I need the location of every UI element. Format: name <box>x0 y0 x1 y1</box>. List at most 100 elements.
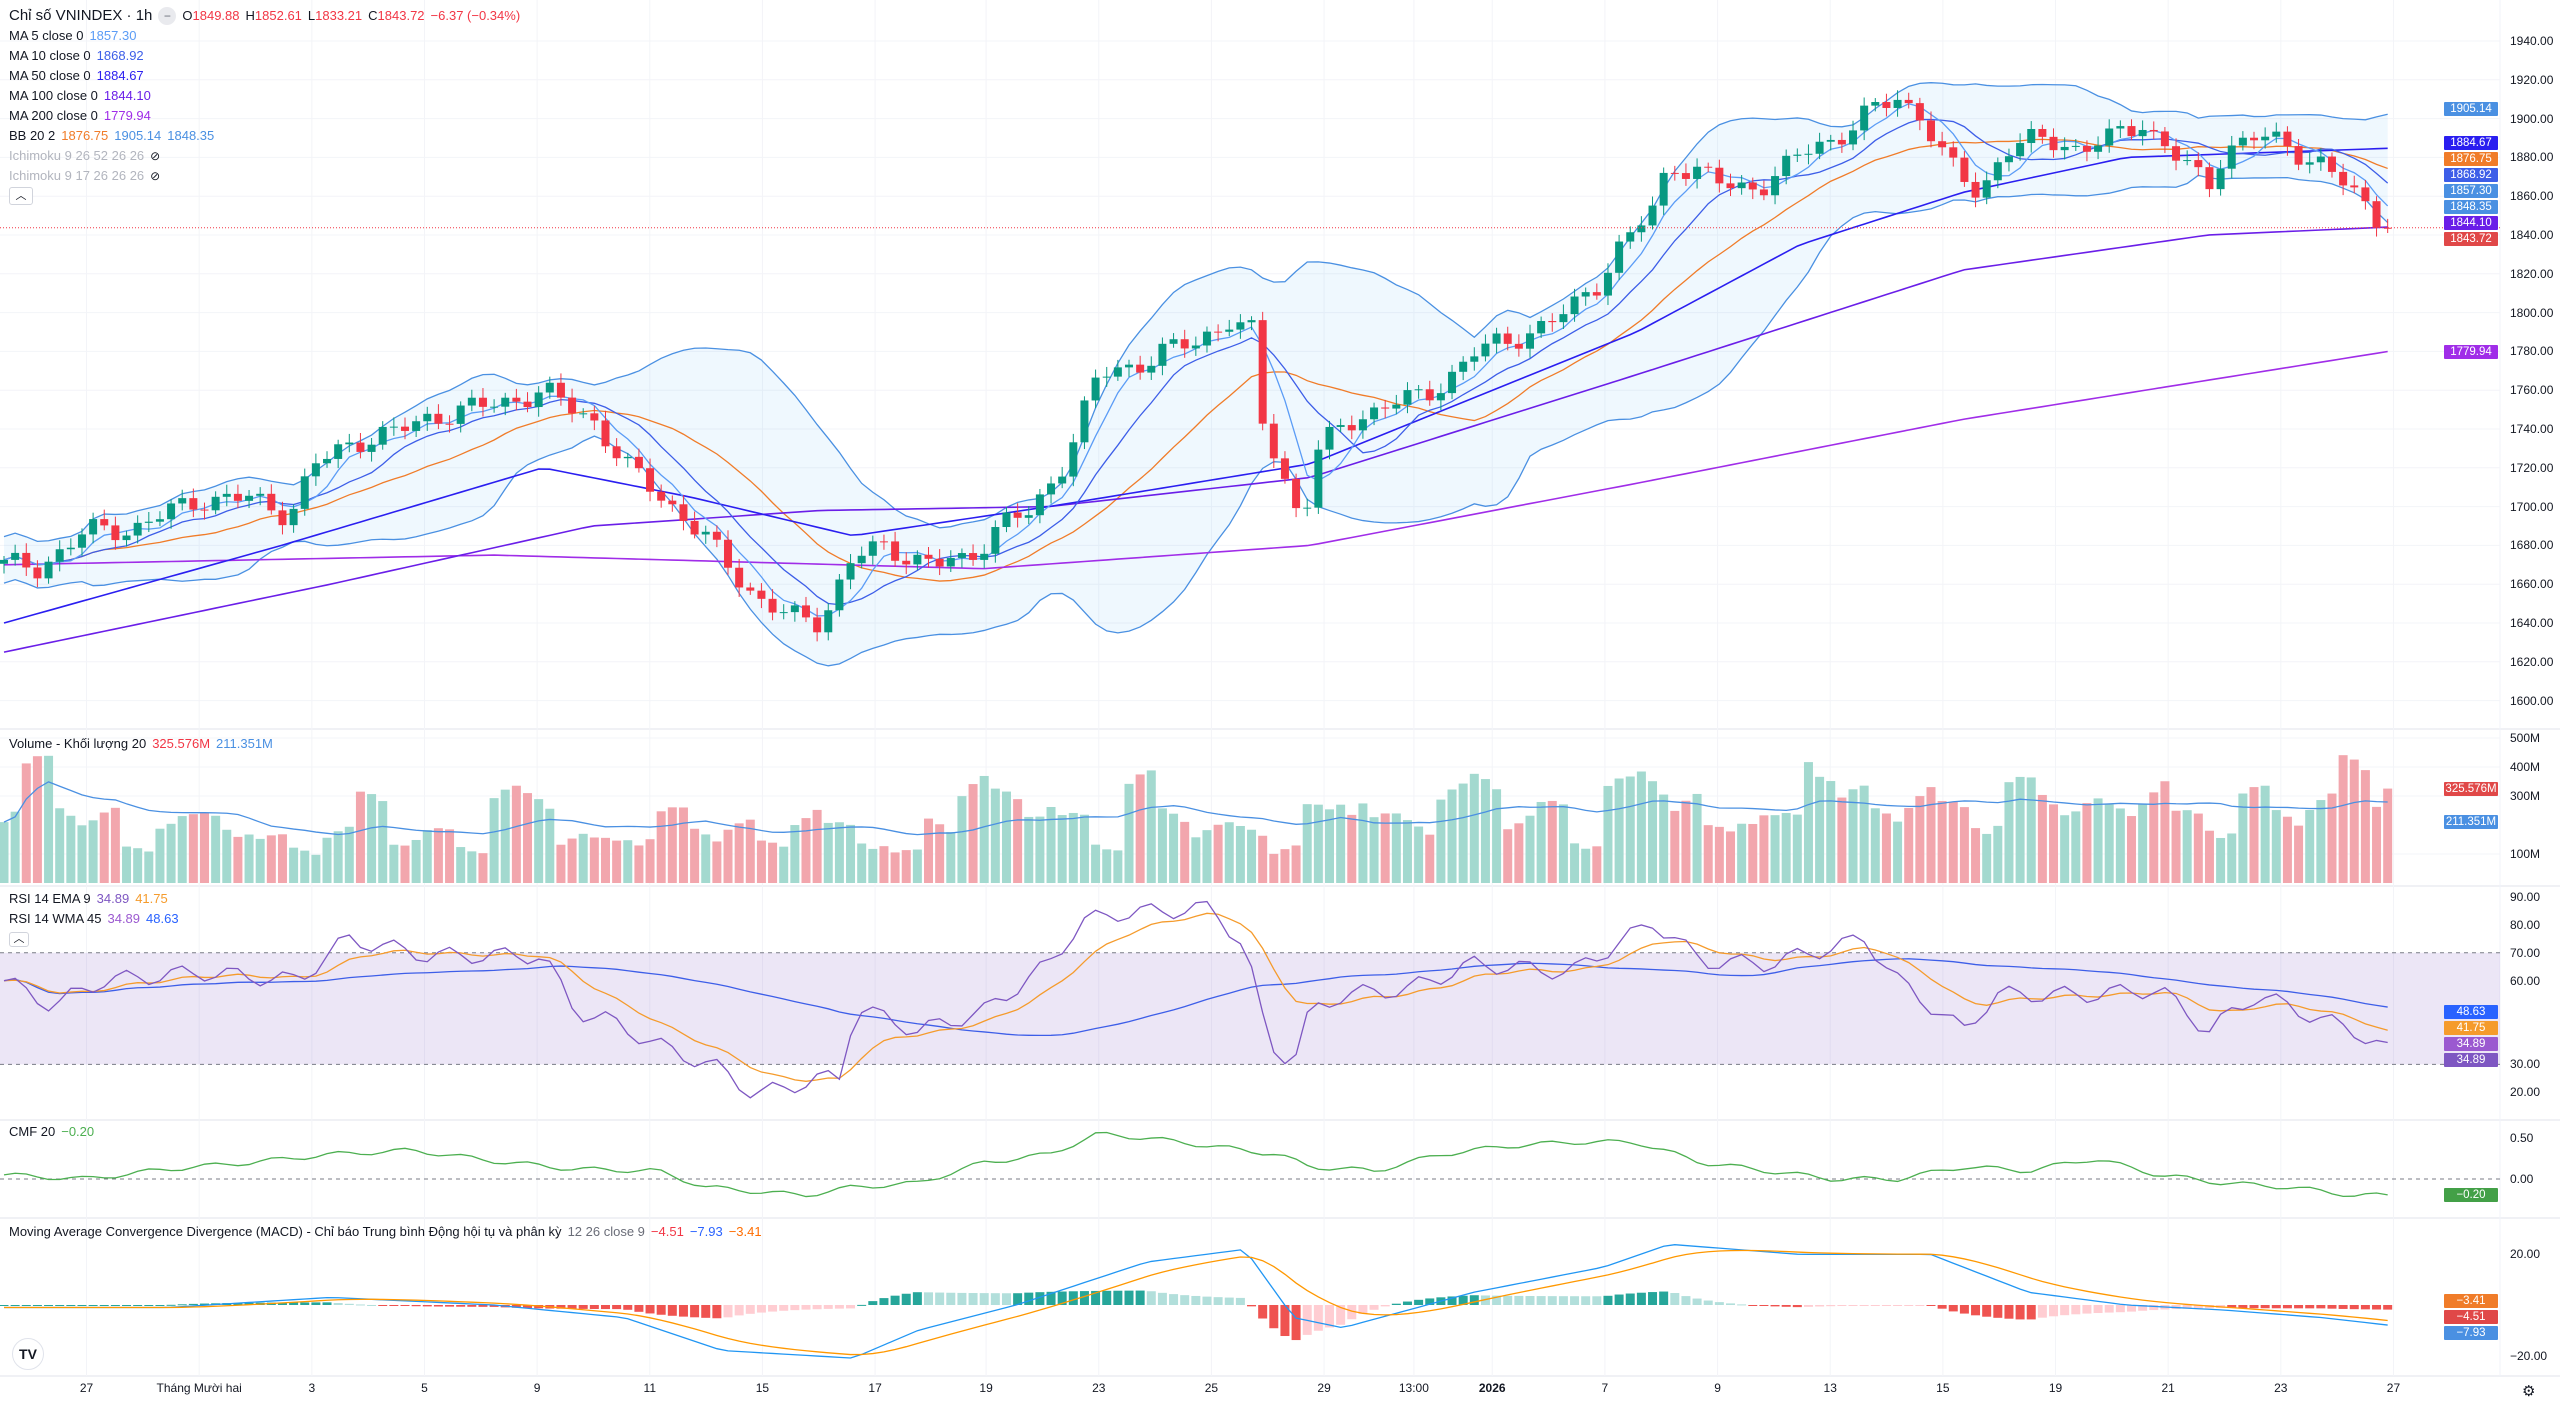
legend-ma200[interactable]: MA 200 close 0 1779.94 <box>9 106 520 126</box>
time-axis-label: 11 <box>643 1381 657 1395</box>
volume-bar <box>523 793 533 883</box>
volume-bar <box>44 755 54 883</box>
candle-up <box>222 493 231 497</box>
macd-histogram-bar <box>2193 1305 2203 1309</box>
eye-off-icon[interactable]: ⊘ <box>150 169 161 183</box>
candle-up <box>345 442 354 445</box>
volume-bar <box>1915 796 1925 883</box>
macd-histogram-bar <box>188 1303 198 1305</box>
volume-bar <box>433 828 443 883</box>
macd-histogram-bar <box>2249 1305 2259 1309</box>
bb-upper-line <box>3 82 2388 543</box>
macd-histogram-bar <box>1570 1296 1580 1305</box>
macd-params: 12 26 close 9 <box>567 1224 645 1239</box>
time-axis-label: 27 <box>79 1381 94 1395</box>
collapse-legend-button[interactable]: ︿ <box>9 187 33 205</box>
collapse-rsi-button[interactable]: ︿ <box>9 931 29 947</box>
volume-bar <box>1904 807 1914 883</box>
macd-axis-label: 20.00 <box>2510 1247 2541 1262</box>
time-axis-label: 15 <box>1936 1381 1950 1395</box>
volume-axis-label: 500M <box>2510 731 2541 745</box>
volume-bar <box>623 840 633 883</box>
time-axis-label: 29 <box>1317 1381 1331 1395</box>
price-tag: 1779.94 <box>2444 344 2498 359</box>
macd-histogram-bar <box>411 1305 421 1307</box>
ma200-value: 1779.94 <box>103 108 151 123</box>
volume-bar <box>1982 833 1992 883</box>
legend-ma50[interactable]: MA 50 close 0 1884.67 <box>9 66 520 86</box>
legend-ma10[interactable]: MA 10 close 0 1868.92 <box>9 46 520 66</box>
time-axis-label: 5 <box>421 1381 428 1395</box>
macd-histogram-bar <box>1447 1296 1457 1305</box>
candle-up <box>2016 143 2025 157</box>
time-axis-label: 3 <box>308 1381 316 1395</box>
macd-histogram-bar <box>1514 1295 1524 1305</box>
macd-histogram-bar <box>1781 1305 1791 1307</box>
macd-histogram-bar <box>1881 1305 1891 1306</box>
legend-ma5[interactable]: MA 5 close 0 1857.30 <box>9 26 520 46</box>
candle-down <box>757 590 766 599</box>
candle-down <box>445 423 454 425</box>
price-axis-label: 1920.00 <box>2510 72 2554 87</box>
legend-ichimoku-2[interactable]: Ichimoku 9 17 26 26 26 ⊘ <box>9 166 520 186</box>
settings-gear-icon[interactable]: ⚙ <box>2522 1383 2536 1400</box>
volume-bar <box>300 850 310 883</box>
rsi-value-2: 34.89 <box>107 911 141 926</box>
candle-down <box>612 446 621 459</box>
macd-histogram-bar <box>2282 1305 2292 1309</box>
time-axis-label: 17 <box>868 1381 882 1395</box>
tradingview-logo[interactable]: TV <box>12 1338 44 1370</box>
price-axis-label: 1760.00 <box>2510 383 2554 398</box>
macd-histogram-bar <box>1191 1295 1201 1305</box>
candle-down <box>189 498 198 510</box>
legend-ma100[interactable]: MA 100 close 0 1844.10 <box>9 86 520 106</box>
volume-bar <box>266 835 276 883</box>
volume-bar <box>2282 816 2292 883</box>
volume-bar <box>2071 811 2081 883</box>
rsi-tag: 34.89 <box>2444 1037 2498 1052</box>
candle-down <box>1136 364 1145 373</box>
candle-up <box>77 534 86 548</box>
price-axis-label: 1860.00 <box>2510 189 2554 204</box>
price-tag: 1848.35 <box>2444 199 2498 214</box>
volume-bar <box>2026 777 2036 883</box>
candle-down <box>1715 167 1724 184</box>
candle-up <box>1737 182 1746 189</box>
candle-down <box>935 558 944 567</box>
candle-down <box>2038 129 2047 137</box>
macd-histogram-bar <box>1937 1305 1947 1309</box>
legend-bb[interactable]: BB 20 2 1876.75 1905.14 1848.35 <box>9 126 520 146</box>
candle-up <box>289 508 298 526</box>
volume-bar <box>1447 789 1457 883</box>
legend-ichimoku-1[interactable]: Ichimoku 9 26 52 26 26 ⊘ <box>9 146 520 166</box>
time-axis-label: 9 <box>1714 1381 1721 1395</box>
volume-bar <box>2360 770 2370 883</box>
macd-histogram-bar <box>1235 1297 1245 1305</box>
macd-histogram-bar <box>456 1305 466 1307</box>
time-axis-label: 25 <box>1204 1381 1219 1395</box>
candle-down <box>2205 167 2214 190</box>
volume-bar <box>66 815 76 883</box>
macd-histogram-bar <box>868 1301 878 1305</box>
macd-histogram-bar <box>1157 1292 1167 1305</box>
volume-bar <box>2015 776 2025 883</box>
volume-bar <box>1536 801 1546 883</box>
eye-off-icon[interactable]: ⊘ <box>150 149 161 163</box>
macd-histogram-bar <box>1737 1304 1747 1306</box>
rsi-tag: 34.89 <box>2444 1053 2498 1068</box>
volume-bar <box>1113 850 1123 883</box>
macd-histogram-bar <box>879 1298 889 1305</box>
macd-histogram-bar <box>155 1305 165 1306</box>
symbol-title[interactable]: Chỉ số VNINDEX · 1h <box>9 7 153 24</box>
macd-histogram-bar <box>21 1305 31 1306</box>
macd-histogram-bar <box>244 1302 254 1305</box>
volume-bar <box>1659 794 1669 883</box>
macd-histogram-bar <box>389 1305 399 1306</box>
volume-bar <box>1625 776 1635 883</box>
candle-up <box>1147 365 1156 373</box>
macd-histogram-bar <box>1369 1305 1379 1310</box>
volume-bar <box>255 838 265 883</box>
open-label: O <box>182 8 193 23</box>
collapse-minus-icon[interactable]: − <box>158 7 177 25</box>
